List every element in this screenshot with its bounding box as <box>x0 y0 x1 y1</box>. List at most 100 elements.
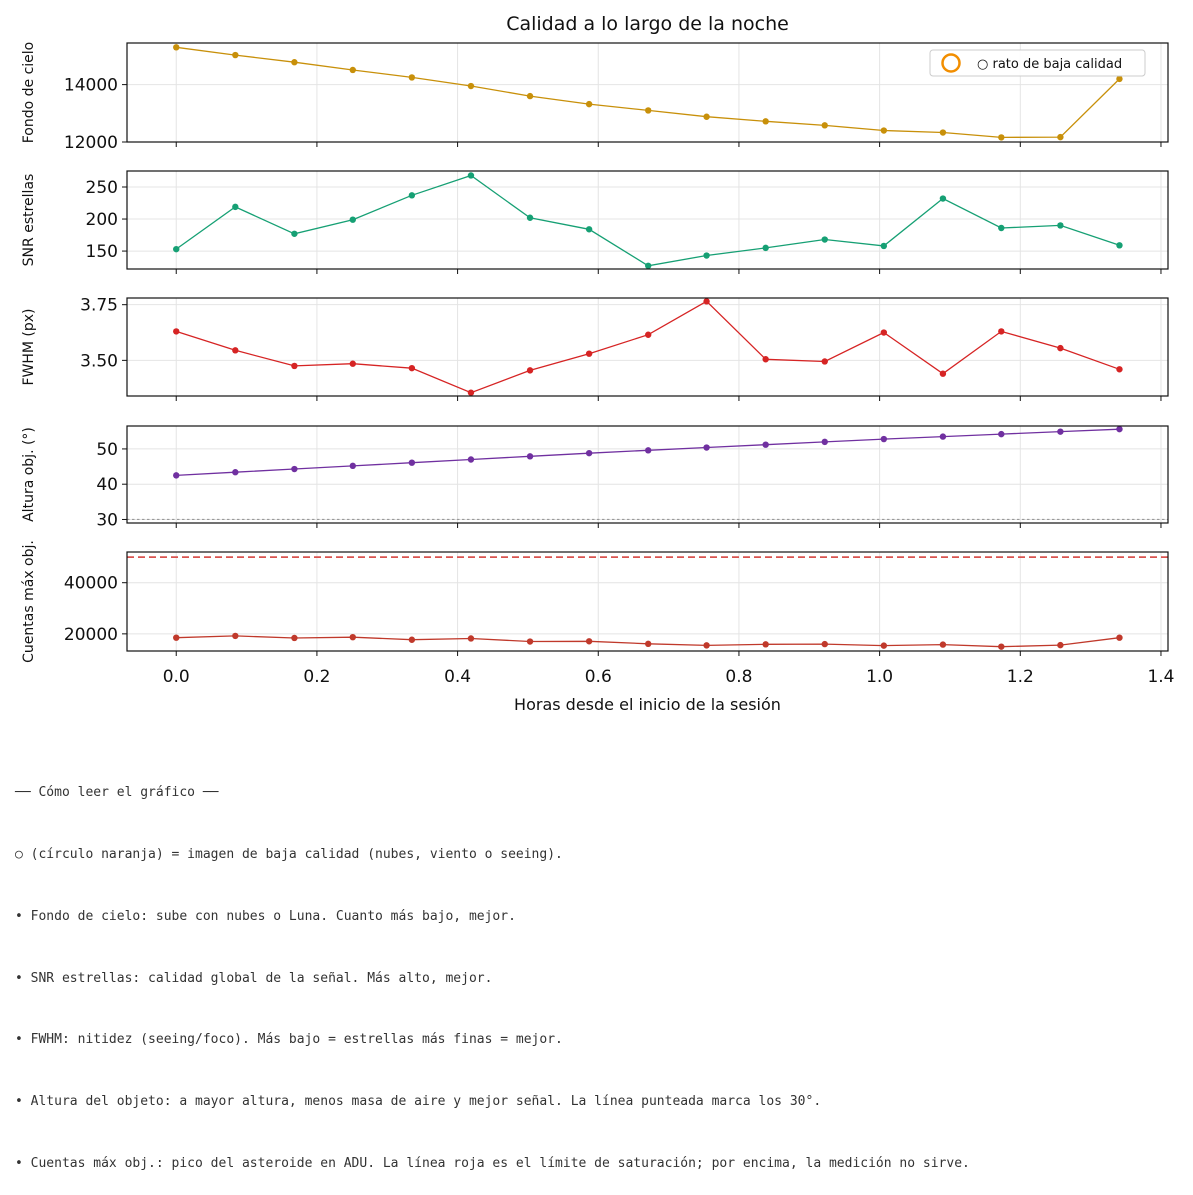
quality-chart-figure: Calidad a lo largo de la noche 12000 14000… <box>21 13 1174 714</box>
panel-3-data-point <box>703 298 710 305</box>
panel-4-y-label: Altura obj. (°) <box>21 427 37 522</box>
panel-4-data-point <box>645 447 652 454</box>
panel-3-data-point <box>349 360 356 367</box>
panel-5-data-point <box>703 642 710 649</box>
x-axis-label: Horas desde el inicio de la sesión <box>514 695 781 714</box>
panel-1-data-point <box>1057 133 1064 141</box>
panel-5-data-point <box>1057 641 1064 649</box>
panel-3-data-point <box>232 347 239 354</box>
x-tick-label: 0.2 <box>303 667 330 687</box>
panel-1-data-point <box>408 74 416 81</box>
panel-1-data-point <box>1116 75 1123 83</box>
panel-4-data-point <box>762 441 769 448</box>
panel-3-data-point <box>467 389 475 396</box>
panel-1-data-point <box>291 59 298 66</box>
legend-box <box>929 49 1146 77</box>
panel-1-data-point <box>645 107 652 114</box>
panel-1-data-point <box>585 100 593 108</box>
panel-3-data-point <box>1116 366 1123 373</box>
panel-2-data-point <box>585 226 593 233</box>
panel-4-data-point <box>703 444 710 451</box>
panel-5-data-point <box>998 643 1005 650</box>
panel-3-frame <box>126 297 1169 397</box>
panel-3-y-label: FWHM (px) <box>21 308 37 385</box>
guide-heading: ── Cómo leer el gráfico ── <box>15 785 219 801</box>
panel-2-data-point <box>467 172 475 179</box>
legend-label: ○ rato de baja calidad <box>977 57 1122 72</box>
panel-4-y-tick-label: 40 <box>96 475 118 495</box>
panel-3-data-point <box>645 331 652 338</box>
panel-4-data-point <box>939 433 947 440</box>
panel-4-data-point <box>173 472 180 479</box>
guide-line-altitude: • Altura del objeto: a mayor altura, men… <box>15 1094 822 1110</box>
panel-1-data-point <box>467 82 475 90</box>
panel-1-y-tick-label: 14000 <box>64 76 118 96</box>
panel-2-y-tick-label: 150 <box>86 242 118 262</box>
panel-1-data-point <box>939 129 947 136</box>
panel-2-data-point <box>291 230 298 237</box>
panel-2-data-point <box>645 262 652 269</box>
panel-2-data-point <box>821 236 828 243</box>
panel-2-data-point <box>762 244 769 252</box>
panel-4-data-point <box>1116 425 1123 433</box>
panel-2-series-line <box>175 174 1120 267</box>
panel-3-data-point <box>998 328 1005 335</box>
chart-title: Calidad a lo largo de la noche <box>506 13 789 35</box>
panel-5-frame <box>126 551 1169 652</box>
x-tick-label: 0.0 <box>163 667 190 687</box>
panel-3-data-point <box>762 356 769 363</box>
panel-4-data-point <box>526 453 534 460</box>
panel-3-data-point <box>1057 344 1064 352</box>
panel-5-data-point <box>645 640 652 648</box>
panel-5-data-point <box>585 638 593 645</box>
panel-4-data-point <box>880 435 888 443</box>
panel-5-y-tick-label: 20000 <box>64 625 118 645</box>
panel-5-data-point <box>880 642 888 649</box>
panel-4-data-point <box>467 456 475 463</box>
panel-4-y-tick-label: 50 <box>96 440 118 460</box>
panel-4-y-tick-label: 30 <box>96 510 118 530</box>
panel-5-data-point <box>821 640 828 648</box>
panel-5-data-point <box>526 638 534 645</box>
panel-1-frame <box>126 42 1169 143</box>
panel-3-data-point <box>821 358 828 365</box>
panel-5-data-point <box>1116 634 1123 641</box>
panel-5-data-point <box>762 641 769 648</box>
panel-5-data-point <box>232 632 239 640</box>
panel-2-data-point <box>232 203 239 211</box>
panel-5-data-point <box>939 641 947 648</box>
panel-1-data-point <box>821 122 828 129</box>
panel-5-y-tick-label: 40000 <box>64 574 118 594</box>
panel-1-data-point <box>998 134 1005 141</box>
panel-4-data-point <box>998 430 1005 438</box>
panel-5-data-point <box>349 633 356 641</box>
panel-1-data-point <box>232 51 239 59</box>
panel-3-data-point <box>526 367 534 374</box>
panel-2-data-point <box>703 252 710 259</box>
x-tick-label: 1.4 <box>1147 667 1174 687</box>
panel-4-data-point <box>232 469 239 476</box>
panel-1-data-point <box>703 113 710 120</box>
panel-4-frame <box>126 425 1169 524</box>
chart-svg: Calidad a lo largo de la noche 12000 14000… <box>21 13 1174 714</box>
panel-5-y-label: Cuentas máx obj. <box>21 540 37 663</box>
panel-3-data-point <box>939 370 947 377</box>
panel-3-series-line <box>176 300 1120 394</box>
x-tick-label: 0.8 <box>725 667 752 687</box>
x-tick-label: 1.0 <box>866 667 893 687</box>
x-tick-label: 0.4 <box>444 667 471 687</box>
panel-4-data-point <box>585 449 593 457</box>
panel-3-data-point <box>173 328 180 335</box>
panel-2-y-tick-label: 200 <box>86 210 118 230</box>
panel-1-data-point <box>526 92 534 100</box>
panel-2-data-point <box>173 245 180 253</box>
panel-3-data-point <box>880 329 888 336</box>
panel-3-y-tick-label: 3.50 <box>80 351 118 371</box>
panel-3-data-point <box>291 362 298 370</box>
panel-3-data-point <box>408 364 416 372</box>
panel-4-data-point <box>821 438 828 446</box>
panel-1-data-point <box>349 66 356 74</box>
legend-marker <box>941 53 961 73</box>
panel-2-data-point <box>526 214 534 221</box>
panel-4-data-point <box>349 462 356 470</box>
